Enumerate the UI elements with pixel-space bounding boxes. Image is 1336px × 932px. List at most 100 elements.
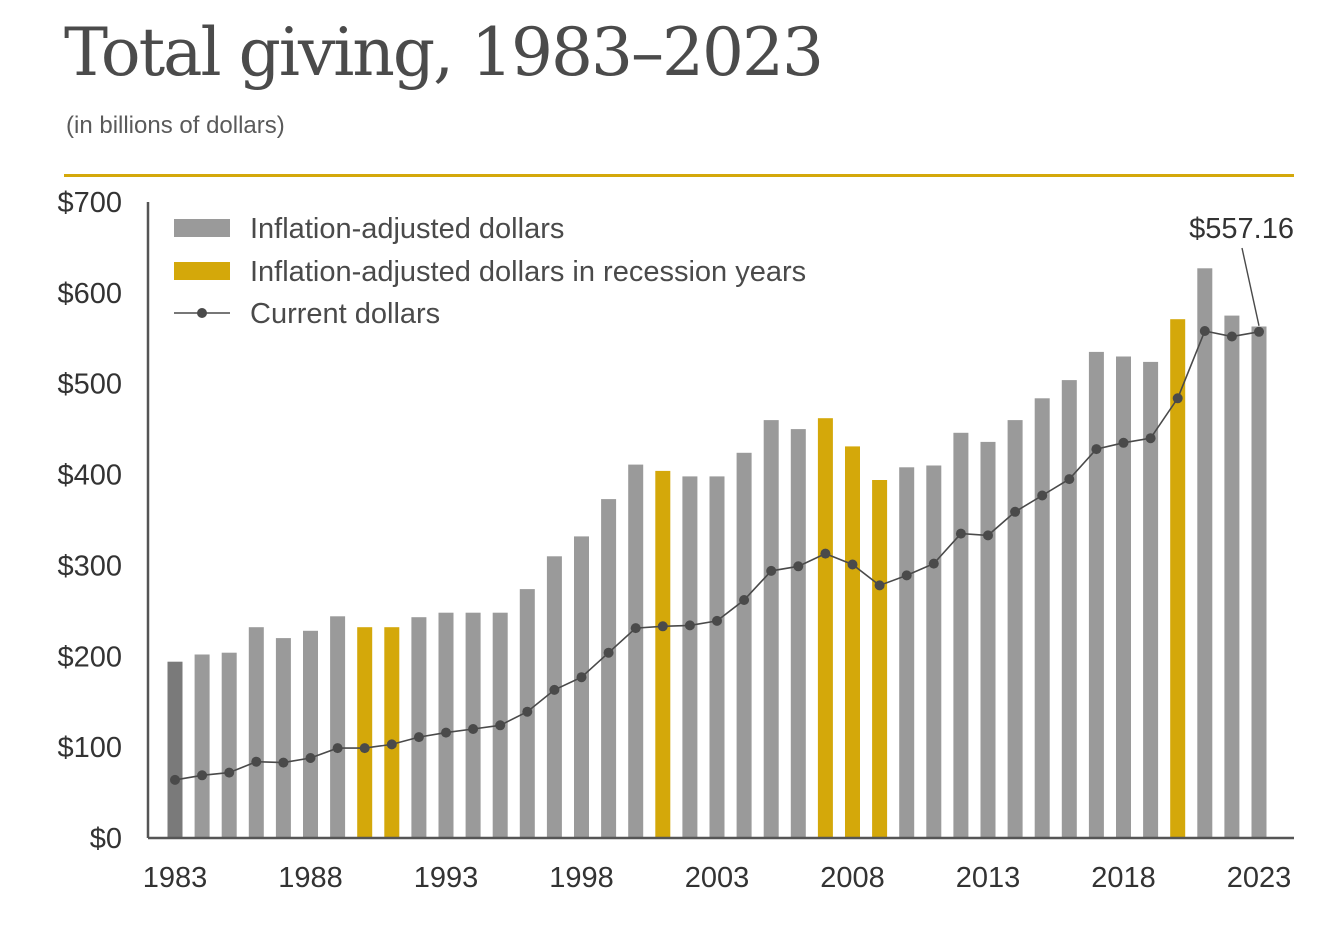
line-point-1995 — [495, 720, 506, 731]
legend-label: Inflation-adjusted dollars — [250, 213, 564, 245]
bar-2019 — [1143, 361, 1159, 838]
x-tick-label: 2023 — [1227, 862, 1292, 894]
bar-2012 — [953, 432, 969, 838]
legend-label: Current dollars — [250, 298, 440, 330]
line-point-1994 — [468, 724, 479, 734]
chart-subtitle: (in billions of dollars) — [66, 112, 285, 139]
line-point-1988 — [305, 753, 316, 763]
recession-bar-1991 — [384, 627, 400, 838]
y-tick-label: $500 — [57, 369, 122, 401]
bar-1986 — [248, 627, 264, 838]
bar-2014 — [1007, 420, 1023, 838]
line-point-1990 — [359, 743, 370, 754]
line-point-2017 — [1091, 444, 1102, 455]
line-point-2022 — [1226, 331, 1237, 342]
legend-swatch-bar — [174, 219, 230, 237]
line-point-2001 — [657, 621, 668, 632]
line-point-2008 — [847, 559, 858, 570]
line-point-1991 — [386, 739, 397, 750]
bar-2015 — [1034, 398, 1050, 838]
bar-2002 — [682, 476, 698, 838]
y-tick-label: $600 — [57, 278, 122, 310]
x-tick-label: 1998 — [549, 862, 614, 894]
bar-2003 — [709, 476, 725, 838]
bar-2016 — [1061, 380, 1077, 838]
title-divider — [64, 174, 1294, 177]
bars-group — [167, 268, 1267, 839]
bar-1993 — [438, 612, 454, 838]
x-tick-label: 1983 — [143, 862, 208, 894]
value-annotation: $557.16 — [1189, 213, 1294, 326]
line-point-1993 — [441, 727, 451, 738]
line-point-2016 — [1064, 474, 1075, 485]
bar-1988 — [303, 630, 318, 838]
annotation-label: $557.16 — [1189, 213, 1294, 245]
bar-2022 — [1224, 315, 1240, 839]
recession-bar-2008 — [845, 446, 860, 838]
bar-1985 — [221, 652, 237, 838]
line-point-2009 — [874, 580, 885, 591]
y-tick-label: $100 — [57, 732, 122, 764]
line-point-2014 — [1010, 506, 1021, 517]
line-point-2018 — [1118, 437, 1129, 448]
y-tick-label: $200 — [57, 641, 122, 673]
bar-2021 — [1197, 268, 1213, 838]
line-point-2011 — [928, 558, 939, 569]
line-point-1989 — [332, 743, 343, 754]
bar-2023 — [1251, 326, 1267, 838]
line-point-2007 — [820, 548, 831, 559]
line-point-1984 — [197, 770, 208, 781]
line-point-2012 — [955, 528, 966, 539]
line-point-1983 — [170, 774, 180, 785]
line-point-2019 — [1145, 433, 1156, 444]
recession-bar-2020 — [1170, 319, 1186, 838]
y-tick-label: $300 — [57, 550, 122, 582]
bar-2017 — [1088, 351, 1104, 838]
bar-1984 — [194, 654, 210, 838]
legend-swatch-point — [197, 308, 207, 318]
y-tick-label: $700 — [57, 187, 122, 219]
x-tick-label: 2008 — [820, 862, 885, 894]
line-point-2021 — [1199, 326, 1210, 336]
bar-1989 — [330, 616, 346, 838]
chart-title: Total giving, 1983–2023 — [64, 14, 824, 91]
line-point-2020 — [1172, 393, 1183, 404]
recession-bar-1990 — [357, 627, 373, 838]
bar-2006 — [790, 429, 806, 838]
bar-1997 — [546, 556, 562, 838]
line-point-2013 — [983, 530, 993, 541]
bar-2018 — [1116, 356, 1131, 838]
line-point-2002 — [684, 620, 695, 631]
legend: Inflation-adjusted dollars Inflation-adju… — [174, 213, 806, 330]
line-point-2003 — [712, 615, 722, 626]
legend-swatch-recession — [174, 262, 230, 280]
bar-2013 — [980, 441, 996, 838]
line-point-2006 — [793, 561, 804, 572]
current-dollars-line-group — [170, 326, 1264, 785]
bar-1983 — [167, 661, 183, 838]
line-point-1987 — [278, 757, 289, 768]
legend-label: Inflation-adjusted dollars in recession … — [250, 256, 806, 288]
bar-1998 — [574, 536, 589, 838]
line-point-1996 — [522, 706, 533, 717]
x-tick-label: 2018 — [1091, 862, 1156, 894]
line-point-2023 — [1254, 326, 1264, 337]
bar-2004 — [736, 452, 752, 838]
line-point-1999 — [603, 647, 614, 658]
bar-2000 — [628, 464, 644, 838]
bar-1992 — [411, 617, 427, 838]
x-tick-label: 1988 — [278, 862, 343, 894]
axes-group: $0 $100 $200 $300 $400 $500 $600 $700 1983 1988 19… — [57, 187, 1294, 894]
line-point-1997 — [549, 684, 560, 695]
bar-2010 — [899, 467, 915, 838]
line-point-1998 — [576, 672, 587, 683]
y-tick-label: $400 — [57, 460, 122, 492]
bar-2005 — [763, 420, 779, 838]
line-point-1986 — [251, 756, 262, 767]
line-point-2004 — [739, 595, 750, 605]
bar-2011 — [926, 465, 942, 838]
line-point-2010 — [901, 570, 912, 581]
line-point-1985 — [224, 767, 235, 778]
recession-bar-2009 — [872, 480, 888, 838]
